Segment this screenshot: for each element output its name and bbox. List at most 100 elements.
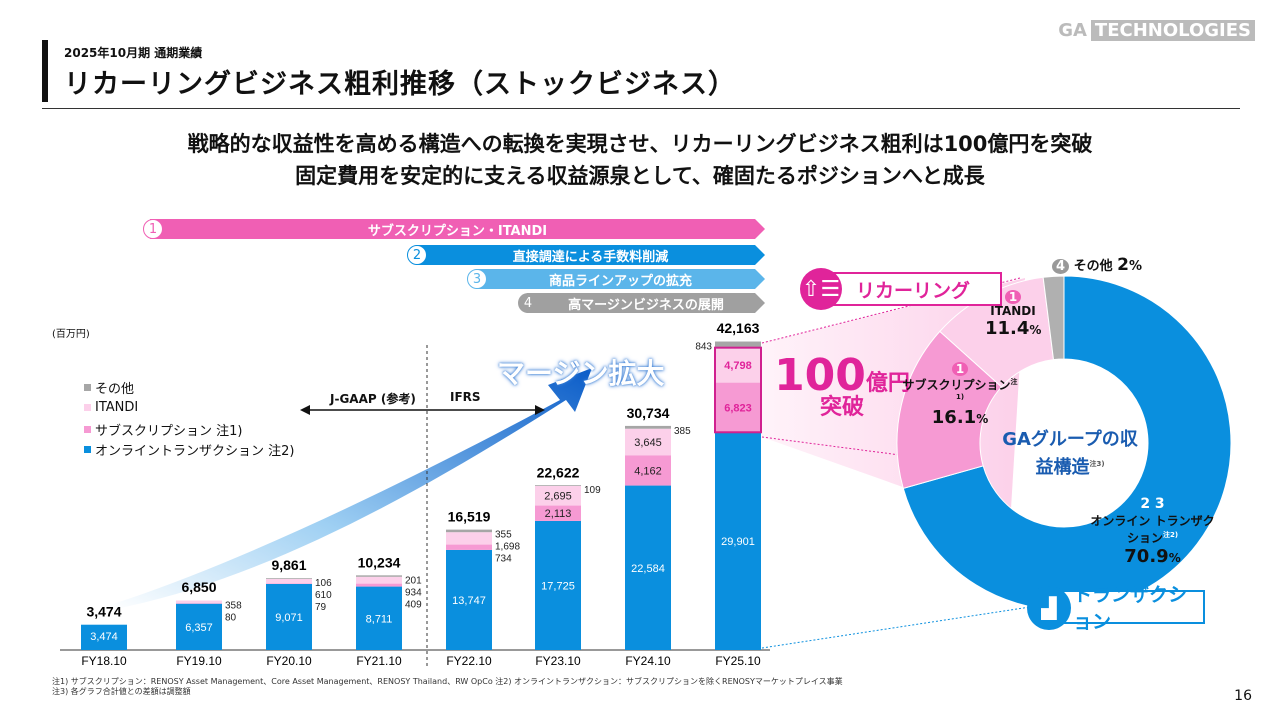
banner-subscription-itandi: サブスクリプション・ITANDI: [150, 219, 765, 239]
bar-value-label: 29,901: [721, 536, 755, 548]
bar-segment: [625, 485, 671, 650]
bar-value-label: 610: [315, 590, 332, 601]
bar-segment: [535, 485, 581, 486]
legend-subscription: サブスクリプション 注1): [84, 420, 242, 439]
bar-segment: [356, 576, 402, 584]
page-number: 16: [1234, 688, 1252, 704]
bar-value-label: 4,162: [634, 465, 662, 477]
bar-value-label: 80: [225, 613, 237, 624]
number-badge-4: 4: [518, 293, 538, 313]
bar-segment: [535, 505, 581, 521]
bar-value-label: 734: [495, 554, 512, 565]
recurring-highlight-box: [714, 346, 762, 434]
bar-segment: [266, 578, 312, 584]
x-tick-label: FY21.10: [356, 654, 402, 668]
bar-total-label: 10,234: [358, 554, 401, 570]
bar-value-label: 6,823: [724, 402, 752, 414]
banner-product-lineup: 商品ラインアップの拡充: [476, 269, 765, 289]
bar-value-label: 8,711: [366, 613, 393, 625]
margin-expansion-label: マージン拡大: [497, 357, 665, 390]
bar-segment: [535, 485, 581, 506]
unit-label: (百万円): [52, 329, 90, 340]
bar-value-label: 79: [315, 602, 327, 613]
bar-value-label: 409: [405, 599, 422, 610]
bar-value-label: 355: [495, 530, 512, 541]
x-tick-label: FY18.10: [81, 654, 127, 668]
slice-label-subscription: 1 サブスクリプション注1) 16.1%: [902, 362, 1018, 428]
x-tick-label: FY22.10: [446, 654, 492, 668]
number-badge-1: 1: [143, 219, 163, 239]
recurring-icon: ⇧☰: [800, 268, 842, 310]
bar-segment: [625, 455, 671, 486]
bar-segment: [266, 583, 312, 650]
transaction-tag: トランザクション: [1055, 584, 1205, 633]
bar-total-label: 3,474: [86, 604, 121, 620]
banner-high-margin: 高マージンビジネスの展開: [527, 293, 765, 313]
lead-line-1: 戦略的な収益性を高める構造への転換を実現させ、リカーリングビジネス粗利は100億…: [187, 132, 1093, 156]
bar-value-label: 13,747: [452, 595, 486, 607]
bar-total-label: 42,163: [717, 320, 760, 336]
bar-value-label: 3,474: [90, 631, 118, 643]
bar-segment: [446, 544, 492, 550]
bar-total-label: 22,622: [537, 464, 580, 480]
lead-line-2: 固定費用を安定的に支える収益源泉として、確固たるポジションへと成長: [295, 164, 985, 188]
legend-itandi: ITANDI: [84, 400, 138, 415]
title-accent-bar: [42, 40, 48, 102]
number-badge-3: 3: [467, 269, 487, 289]
bar-value-label: 17,725: [541, 580, 575, 592]
bar-growth-icon: ▟: [1027, 586, 1071, 630]
bar-segment: [715, 347, 761, 383]
x-tick-label: FY25.10: [715, 654, 761, 668]
bar-segment: [446, 529, 492, 533]
bar-segment: [535, 520, 581, 650]
recurring-tag: リカーリング: [832, 272, 1002, 306]
bar-value-label: 358: [225, 601, 242, 612]
bar-segment: [715, 382, 761, 433]
bar-value-label: 934: [405, 587, 422, 598]
bar-segment: [176, 600, 222, 604]
slice-label-itandi: 1 ITANDI 11.4%: [985, 290, 1042, 339]
bar-segment: [176, 603, 222, 604]
breakthrough-label: 100億円 突破: [774, 350, 910, 420]
number-badge-2: 2: [407, 245, 427, 265]
bar-segment: [715, 432, 761, 650]
bar-value-label: 22,584: [631, 563, 665, 575]
bar-value-label: 3,645: [634, 437, 662, 449]
bar-segment: [625, 425, 671, 429]
bar-value-label: 6,357: [185, 622, 213, 634]
slice-label-online-transaction: 2 3 オンライン トランザクション注2) 70.9%: [1090, 496, 1215, 567]
bar-segment: [356, 575, 402, 577]
slice-label-other: 4 その他 2%: [1052, 255, 1142, 275]
x-tick-label: FY23.10: [535, 654, 581, 668]
bar-value-label: 1,698: [495, 542, 520, 553]
bar-segment: [446, 532, 492, 545]
page-title: リカーリングビジネス粗利推移（ストックビジネス）: [64, 69, 736, 100]
bar-segment: [266, 583, 312, 584]
bar-value-label: 109: [584, 485, 601, 496]
bar-total-label: 16,519: [448, 509, 491, 525]
bar-value-label: 106: [315, 578, 332, 589]
divider: [42, 108, 1240, 109]
bar-total-label: 9,861: [271, 557, 306, 573]
bar-value-label: 4,798: [724, 360, 752, 372]
legend-online-transaction: オンライントランザクション 注2): [84, 440, 294, 459]
jgaap-label: J-GAAP (参考): [330, 392, 416, 406]
page-subtitle: 2025年10月期 通期業績: [64, 46, 203, 60]
bar-total-label: 6,850: [181, 579, 216, 595]
x-tick-label: FY19.10: [176, 654, 222, 668]
x-tick-label: FY20.10: [266, 654, 312, 668]
donut-chart: [896, 275, 1232, 611]
x-tick-label: FY24.10: [625, 654, 671, 668]
bar-total-label: 30,734: [627, 405, 670, 421]
bar-segment: [176, 603, 222, 650]
bar-segment: [266, 578, 312, 579]
company-logo: GA TECHNOLOGIES: [1058, 20, 1255, 41]
bar-value-label: 843: [695, 342, 712, 353]
bar-value-label: 2,113: [545, 508, 572, 520]
bar-value-label: 201: [405, 575, 422, 586]
ifrs-label: IFRS: [450, 390, 481, 404]
banner-direct-procurement: 直接調達による手数料削減: [416, 245, 765, 265]
bar-segment: [356, 586, 402, 650]
bar-segment: [625, 428, 671, 456]
bar-segment: [715, 341, 761, 348]
